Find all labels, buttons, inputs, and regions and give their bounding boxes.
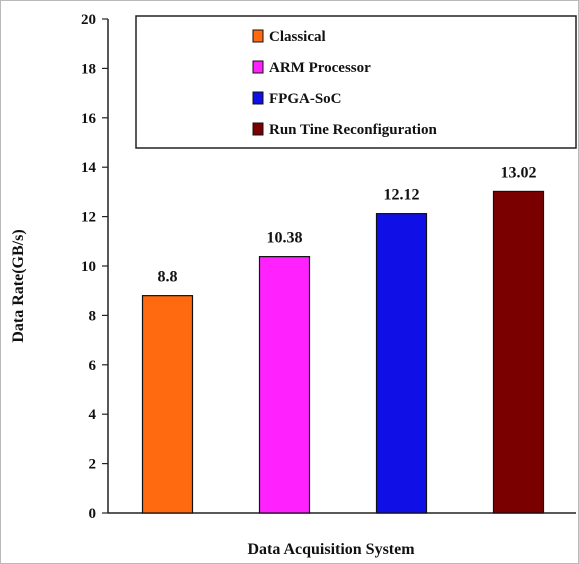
y-tick-label: 4 (89, 407, 97, 423)
legend-label: Run Tine Reconfiguration (269, 122, 437, 138)
bar-value-label: 13.02 (501, 164, 537, 181)
legend-swatch (252, 60, 264, 74)
bar (375, 213, 428, 514)
bar (258, 256, 311, 514)
bar (492, 190, 545, 514)
y-axis-title: Data Rate(GB/s) (10, 229, 27, 342)
bar-value-label: 8.8 (158, 269, 178, 286)
bar-value-label: 12.12 (384, 187, 420, 204)
bar (141, 295, 194, 514)
y-tick-label: 0 (89, 506, 97, 522)
y-tick-label: 18 (81, 61, 96, 77)
x-axis-title: Data Acquisition System (247, 541, 415, 558)
y-tick-label: 20 (81, 12, 96, 28)
value-labels: 8.8 10.38 12.12 13.02 (158, 164, 537, 285)
legend: Classical ARM Processor FPGA-SoC Run Tine R… (135, 15, 577, 149)
y-tick-label: 16 (81, 111, 97, 127)
y-tick-label: 8 (89, 308, 97, 324)
y-tick-label: 10 (81, 259, 96, 275)
legend-label: ARM Processor (269, 60, 371, 76)
y-tick-label: 2 (89, 457, 97, 473)
legend-label: Classical (269, 29, 326, 45)
bars (141, 190, 545, 514)
y-tick-label: 12 (81, 210, 96, 226)
legend-swatch (252, 29, 264, 43)
legend-swatch (252, 91, 264, 105)
y-tick-label: 6 (89, 358, 97, 374)
y-tick-label: 14 (81, 160, 97, 176)
legend-label: FPGA-SoC (269, 91, 342, 107)
bar-value-label: 10.38 (267, 230, 303, 247)
legend-swatch (252, 122, 264, 136)
legend-box (135, 15, 577, 149)
